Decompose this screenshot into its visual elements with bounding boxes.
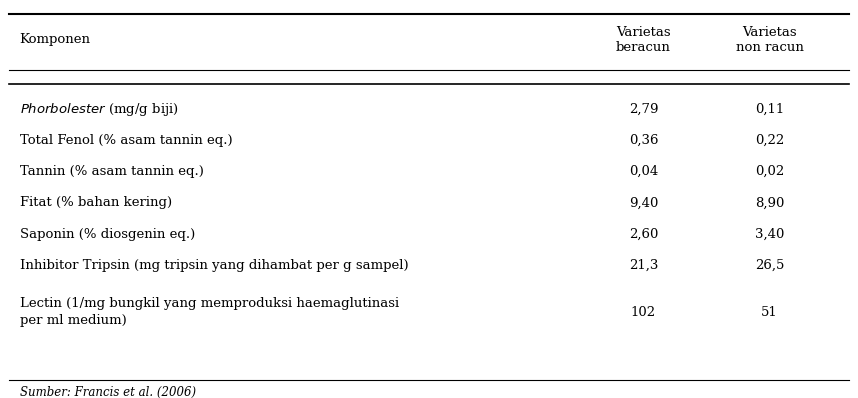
Text: 26,5: 26,5 xyxy=(755,259,784,272)
Text: Varietas
beracun: Varietas beracun xyxy=(616,26,671,54)
Text: 2,60: 2,60 xyxy=(629,228,658,241)
Text: 3,40: 3,40 xyxy=(755,228,784,241)
Text: 102: 102 xyxy=(631,306,656,319)
Text: 8,90: 8,90 xyxy=(755,196,784,209)
Text: 21,3: 21,3 xyxy=(629,259,658,272)
Text: Inhibitor Tripsin (mg tripsin yang dihambat per g sampel): Inhibitor Tripsin (mg tripsin yang diham… xyxy=(20,259,408,272)
Text: 9,40: 9,40 xyxy=(629,196,658,209)
Text: $\mathit{Phorbolester}$ (mg/g biji): $\mathit{Phorbolester}$ (mg/g biji) xyxy=(20,101,178,118)
Text: Sumber: Francis et al. (2006): Sumber: Francis et al. (2006) xyxy=(20,386,196,398)
Text: 51: 51 xyxy=(761,306,778,319)
Text: 0,11: 0,11 xyxy=(755,103,784,116)
Text: Komponen: Komponen xyxy=(20,33,90,46)
Text: Total Fenol (% asam tannin eq.): Total Fenol (% asam tannin eq.) xyxy=(20,134,233,147)
Text: 0,36: 0,36 xyxy=(629,134,658,147)
Text: Lectin (1/mg bungkil yang memproduksi haemaglutinasi
per ml medium): Lectin (1/mg bungkil yang memproduksi ha… xyxy=(20,297,399,327)
Text: Varietas
non racun: Varietas non racun xyxy=(735,26,803,54)
Text: 0,02: 0,02 xyxy=(755,165,784,178)
Text: Fitat (% bahan kering): Fitat (% bahan kering) xyxy=(20,196,172,209)
Text: 2,79: 2,79 xyxy=(629,103,658,116)
Text: Tannin (% asam tannin eq.): Tannin (% asam tannin eq.) xyxy=(20,165,203,178)
Text: 0,22: 0,22 xyxy=(755,134,784,147)
Text: Saponin (% diosgenin eq.): Saponin (% diosgenin eq.) xyxy=(20,228,195,241)
Text: 0,04: 0,04 xyxy=(629,165,658,178)
